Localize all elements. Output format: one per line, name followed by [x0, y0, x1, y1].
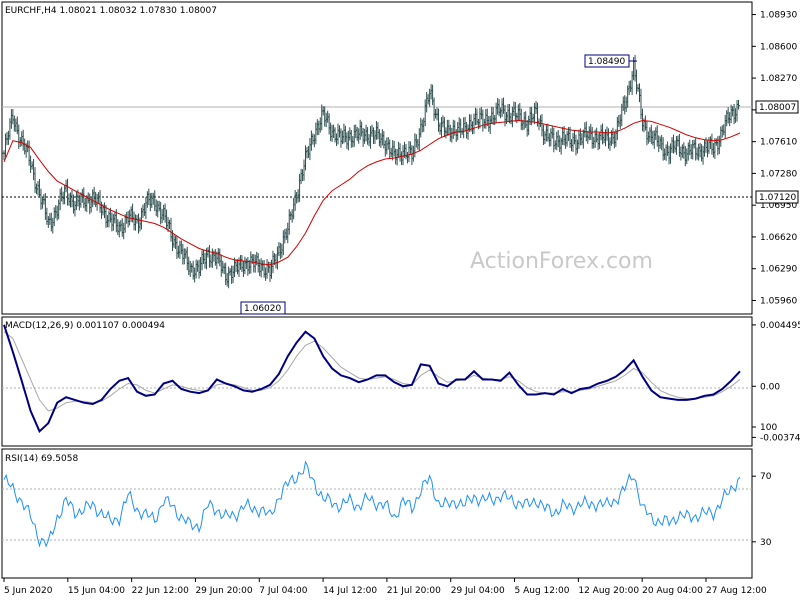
macd-tick-label: -0.003743 [760, 433, 800, 443]
low-annotation-box [240, 301, 286, 315]
price-tick-label: 1.08270 [760, 74, 797, 84]
rsi-tick-label: 70 [760, 472, 772, 482]
time-tick-label: 5 Jun 2020 [4, 586, 53, 596]
rsi-panel-frame [1, 448, 753, 579]
time-tick-label: 12 Aug 20:00 [578, 586, 639, 596]
current-price-label-box [755, 100, 799, 114]
macd-title: MACD(12,26,9) 0.001107 0.000494 [5, 321, 165, 331]
price-panel: ActionForex.com EURCHF,H4 1.08021 1.0803… [1, 1, 799, 315]
time-tick-label: 21 Jul 20:00 [387, 586, 441, 596]
time-tick-label: 22 Jun 12:00 [132, 586, 189, 596]
high-annotation: 1.08490 [588, 57, 625, 67]
price-axis: 1.089301.086001.082701.079401.076101.072… [752, 11, 797, 306]
low-annotation: 1.06020 [244, 304, 281, 314]
price-tick-label: 1.07280 [760, 169, 797, 179]
time-axis: 5 Jun 2020 15 Jun 04:00 22 Jun 12:00 29 Jun… [3, 578, 767, 596]
time-tick-label: 27 Aug 12:00 [706, 586, 767, 596]
rsi-title: RSI(14) 69.5058 [5, 454, 78, 464]
time-tick-label: 29 Jun 20:00 [195, 586, 252, 596]
rsi-tick-label: 30 [760, 538, 772, 548]
rsi-tick-label: 100 [760, 423, 777, 433]
support-level-label: 1.07120 [759, 193, 796, 203]
moving-average-line [3, 119, 741, 266]
price-tick-label: 1.08600 [760, 42, 797, 52]
support-level-label-box [755, 190, 799, 204]
time-tick-label: 15 Jun 04:00 [68, 586, 125, 596]
macd-tick-label: 0.00 [760, 382, 780, 392]
price-title: EURCHF,H4 1.08021 1.08032 1.07830 1.0800… [5, 6, 217, 16]
macd-axis: 0.004495 0.00 -0.003743 [752, 321, 800, 443]
time-tick-label: 5 Aug 12:00 [515, 586, 570, 596]
price-tick-label: 1.07610 [760, 138, 797, 148]
price-tick-label: 1.06950 [760, 201, 797, 211]
time-tick-label: 20 Aug 04:00 [642, 586, 703, 596]
price-tick-label: 1.06290 [760, 265, 797, 275]
time-tick-label: 7 Jul 04:00 [259, 586, 308, 596]
time-tick-label: 29 Jul 04:00 [451, 586, 505, 596]
price-tick-label: 1.05960 [760, 296, 797, 306]
rsi-axis: 100 70 30 [752, 423, 777, 548]
price-panel-frame [1, 1, 753, 315]
rsi-line [3, 460, 741, 548]
watermark: ActionForex.com [470, 249, 653, 274]
macd-line [3, 324, 741, 433]
time-tick-label: 14 Jul 12:00 [323, 586, 377, 596]
macd-panel: MACD(12,26,9) 0.001107 0.000494 0.004495… [1, 316, 800, 447]
macd-panel-frame [1, 316, 753, 447]
price-tick-label: 1.06620 [760, 233, 797, 243]
rsi-panel: RSI(14) 69.5058 100 70 30 [1, 423, 777, 579]
current-price-label: 1.08007 [759, 103, 796, 113]
macd-tick-label: 0.004495 [760, 321, 800, 331]
macd-signal-line [3, 331, 741, 412]
price-tick-label: 1.08930 [760, 11, 797, 21]
